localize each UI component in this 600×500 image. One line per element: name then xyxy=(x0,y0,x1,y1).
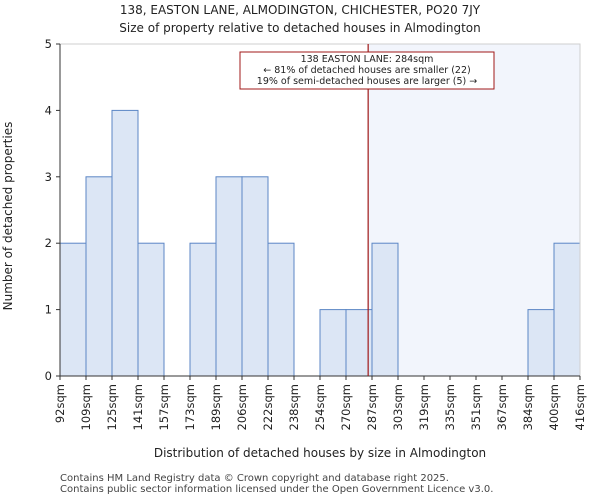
bar xyxy=(85,176,113,377)
x-tick-label: 141sqm xyxy=(131,384,145,430)
bar xyxy=(59,242,87,377)
x-tick-label: 270sqm xyxy=(339,384,353,430)
bar xyxy=(137,242,165,377)
bar xyxy=(111,109,139,377)
x-tick-label: 206sqm xyxy=(235,384,249,430)
chart-subtitle: Size of property relative to detached ho… xyxy=(119,21,480,35)
y-tick-label: 0 xyxy=(45,369,52,383)
y-tick-label: 2 xyxy=(45,236,52,250)
annotation-line-1: 138 EASTON LANE: 284sqm xyxy=(301,54,434,65)
x-tick-label: 173sqm xyxy=(183,384,197,430)
bar xyxy=(371,242,399,377)
bar xyxy=(527,309,555,377)
bar xyxy=(267,242,295,377)
x-axis-label: Distribution of detached houses by size … xyxy=(154,446,486,460)
x-tick-label: 319sqm xyxy=(417,384,431,430)
x-tick-label: 109sqm xyxy=(79,384,93,430)
annotation-line-3: 19% of semi-detached houses are larger (… xyxy=(257,76,477,87)
x-tick-label: 222sqm xyxy=(261,384,275,430)
x-tick-label: 254sqm xyxy=(313,384,327,430)
x-tick-label: 384sqm xyxy=(521,384,535,430)
plot-area: 0 1 2 3 4 5 92sqm 109sqm 125sqm 141sqm 157sqm 173sq… xyxy=(45,37,587,430)
bar xyxy=(241,176,269,377)
x-tick-label: 287sqm xyxy=(365,384,379,430)
footer-line-1: Contains HM Land Registry data © Crown c… xyxy=(60,473,449,484)
y-tick-label: 5 xyxy=(45,37,52,51)
x-tick-label: 416sqm xyxy=(573,384,587,430)
footer-line-2: Contains public sector information licen… xyxy=(60,484,494,495)
y-axis-label: Number of detached properties xyxy=(1,122,15,311)
annotation-box: 138 EASTON LANE: 284sqm ← 81% of detache… xyxy=(239,51,495,90)
bar xyxy=(319,309,347,377)
footer: Contains HM Land Registry data © Crown c… xyxy=(60,473,493,495)
x-tick-label: 238sqm xyxy=(287,384,301,430)
x-tick-label: 92sqm xyxy=(53,384,67,423)
chart-title: 138, EASTON LANE, ALMODINGTON, CHICHESTE… xyxy=(120,3,481,17)
x-tick-label: 335sqm xyxy=(443,384,457,430)
bar xyxy=(553,242,581,377)
x-tick-label: 367sqm xyxy=(495,384,509,430)
x-tick-label: 157sqm xyxy=(157,384,171,430)
y-tick-label: 1 xyxy=(45,303,52,317)
annotation-line-2: ← 81% of detached houses are smaller (22… xyxy=(263,65,470,76)
bar xyxy=(215,176,243,377)
y-tick-label: 4 xyxy=(45,103,52,117)
x-tick-label: 351sqm xyxy=(469,384,483,430)
x-tick-label: 189sqm xyxy=(209,384,223,430)
x-tick-label: 400sqm xyxy=(547,384,561,430)
y-tick-label: 3 xyxy=(45,170,52,184)
bar xyxy=(189,242,217,377)
x-tick-label: 125sqm xyxy=(105,384,119,430)
x-tick-label: 303sqm xyxy=(391,384,405,430)
